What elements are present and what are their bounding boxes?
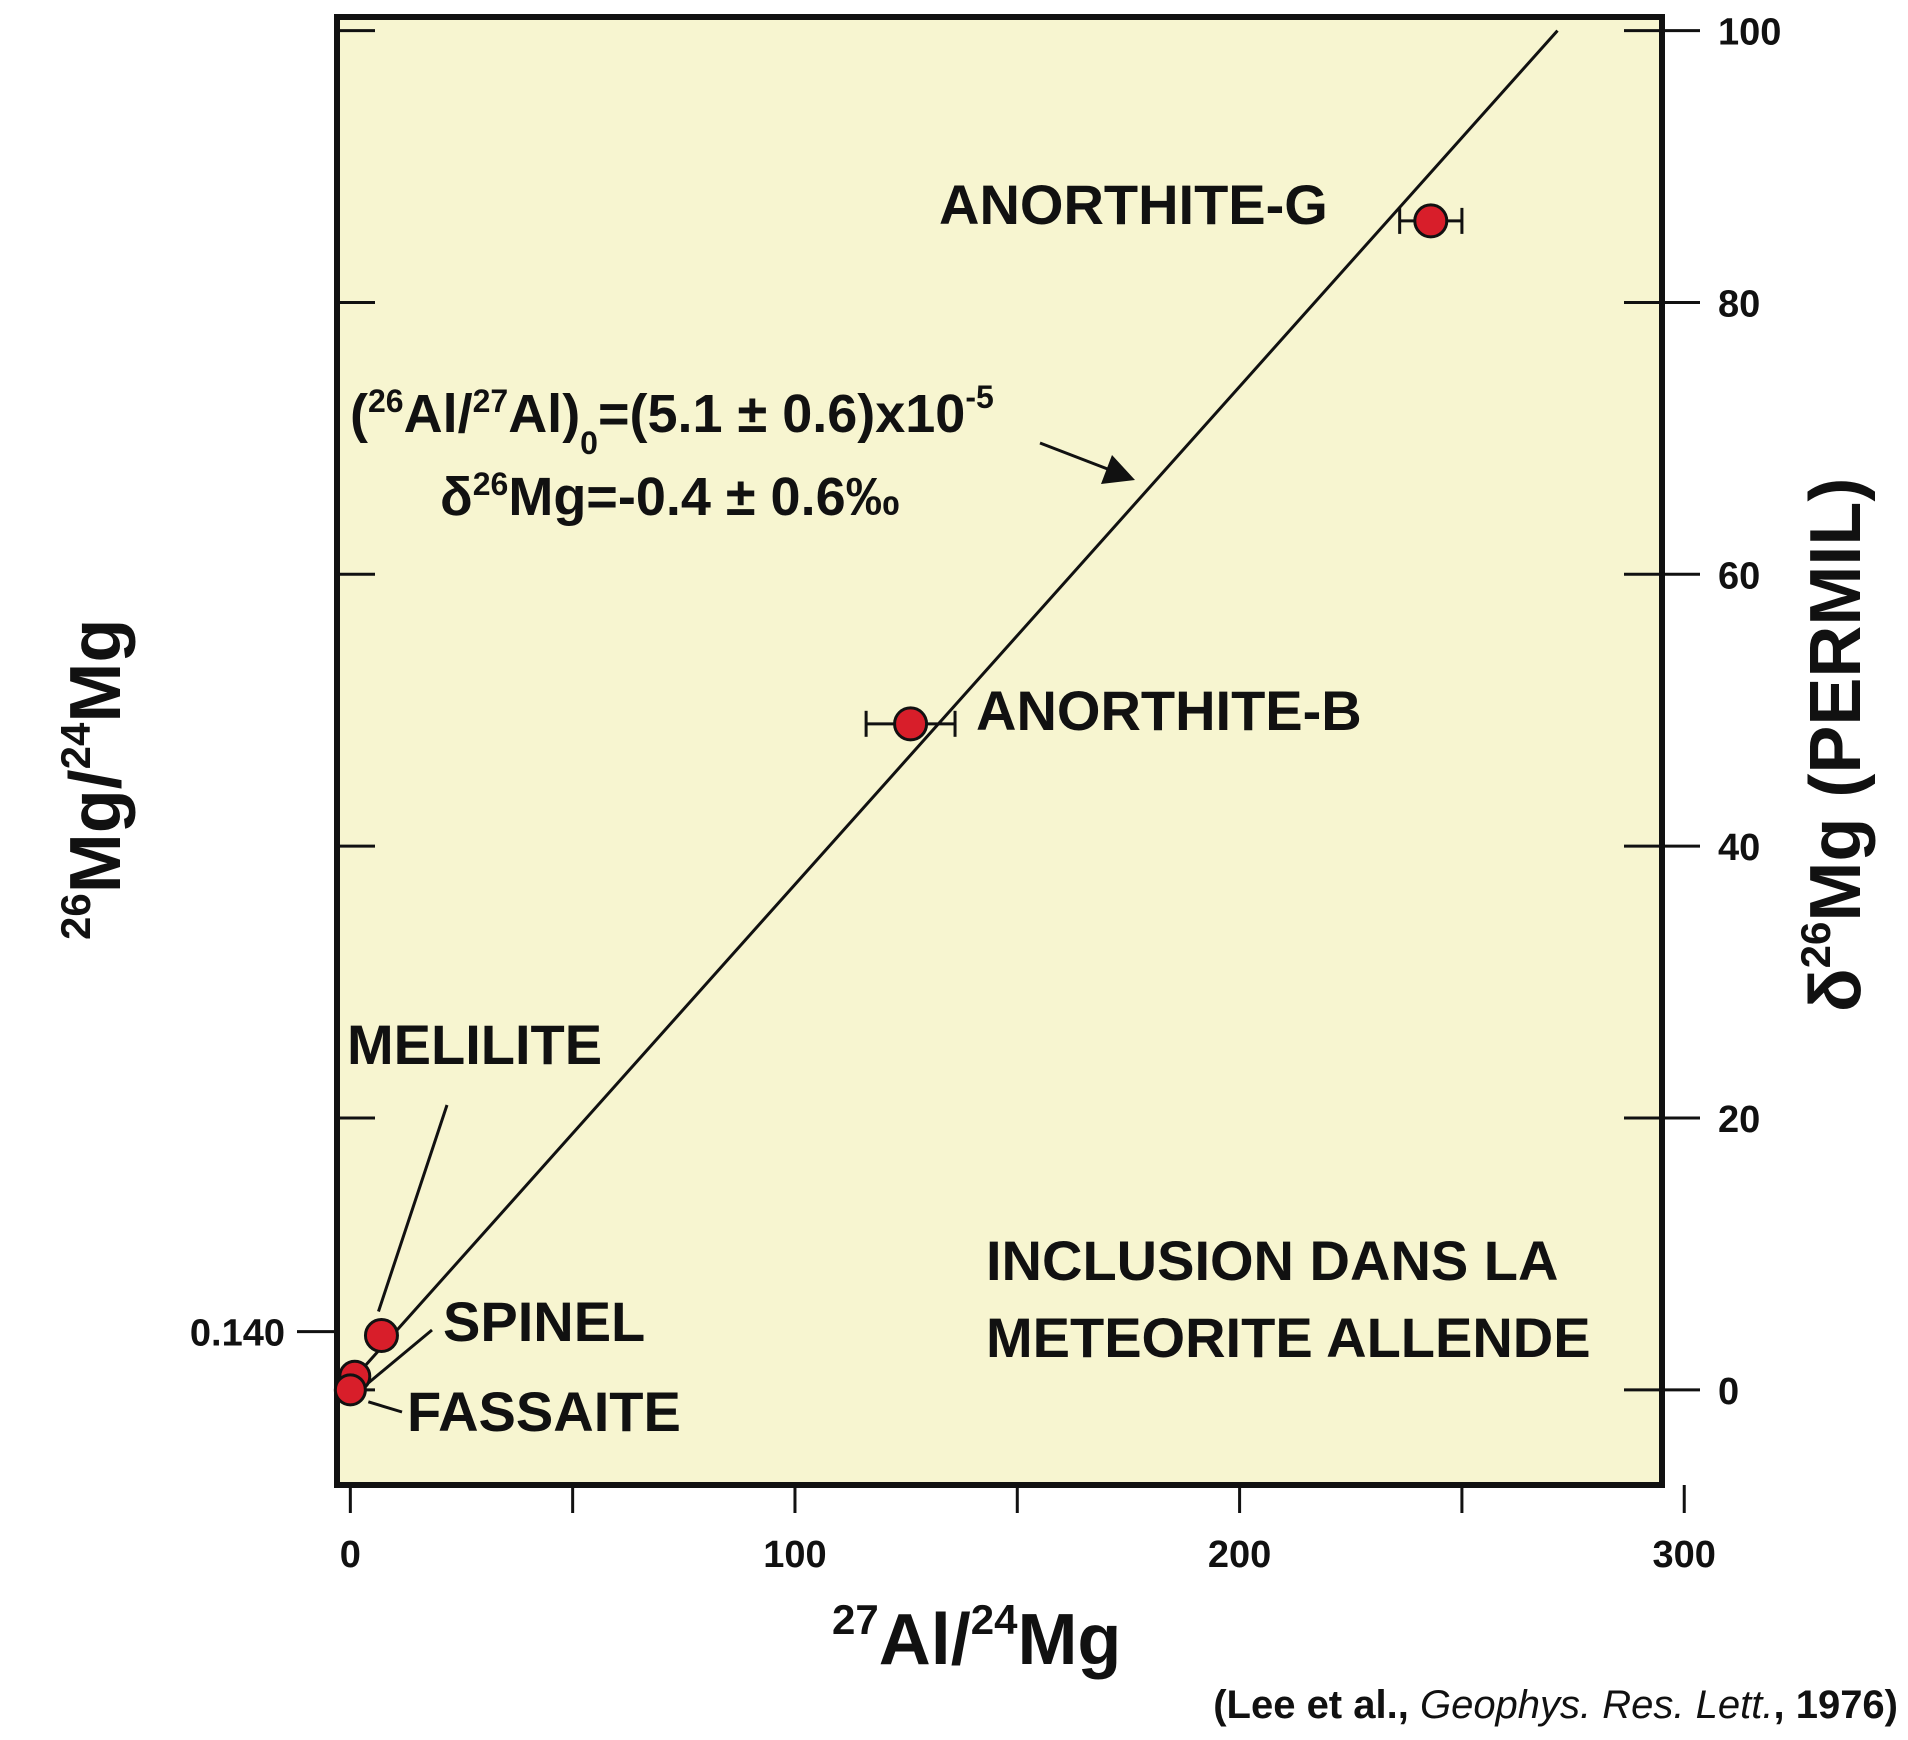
y-right-tick-label: 100	[1718, 12, 1781, 54]
y-right-tick-label: 60	[1718, 555, 1760, 597]
citation: (Lee et al., Geophys. Res. Lett., 1976)	[1213, 1683, 1898, 1727]
fassaite-leader	[367, 1400, 403, 1414]
x-tick-label: 100	[763, 1534, 826, 1576]
x-tick-label: 300	[1653, 1534, 1716, 1576]
axis-ticks	[297, 29, 1700, 1513]
data-points	[333, 203, 1464, 1407]
point-label-anorthite-b: ANORTHITE-B	[976, 679, 1362, 742]
plot-area	[334, 14, 1665, 1488]
fit-line	[342, 29, 1559, 1391]
y-axis-right-title: δ26Mg (PERMIL)	[1792, 478, 1876, 1012]
data-point-melilite	[363, 1317, 399, 1353]
y-left-tick-label: 0.140	[190, 1313, 285, 1355]
point-label-fassaite: FASSAITE	[407, 1380, 681, 1443]
x-tick-label: 200	[1208, 1534, 1271, 1576]
point-label-spinel: SPINEL	[443, 1290, 645, 1353]
delta-intercept-text: δ26Mg=-0.4 ± 0.6‰	[440, 466, 900, 527]
data-point-fassaite	[333, 1373, 367, 1407]
point-label-melilite: MELILITE	[347, 1013, 602, 1076]
y-right-tick-label: 20	[1718, 1099, 1760, 1141]
melilite-leader	[377, 1104, 449, 1312]
label-leader-lines	[365, 1104, 449, 1414]
inset-text-line2: METEORITE ALLENDE	[986, 1306, 1591, 1369]
equation-arrow-head	[1101, 455, 1135, 484]
data-point-anorthite-g	[1413, 203, 1449, 239]
inset-text-line1: INCLUSION DANS LA	[986, 1229, 1558, 1292]
y-right-tick-label: 80	[1718, 283, 1760, 325]
isochron-equation: (26Al/27Al)0=(5.1 ± 0.6)x10-5	[350, 379, 994, 461]
x-axis-title: 27Al/24Mg	[832, 1596, 1121, 1680]
y-right-tick-label: 40	[1718, 827, 1760, 869]
point-label-anorthite-g: ANORTHITE-G	[939, 173, 1328, 236]
x-tick-label: 0	[340, 1534, 361, 1576]
spinel-leader	[365, 1328, 433, 1386]
y-axis-left-title: 26Mg/24Mg	[52, 619, 136, 940]
y-right-tick-label: 0	[1718, 1371, 1739, 1413]
data-point-anorthite-b	[893, 706, 929, 742]
equation-arrow-shaft	[1039, 441, 1119, 475]
